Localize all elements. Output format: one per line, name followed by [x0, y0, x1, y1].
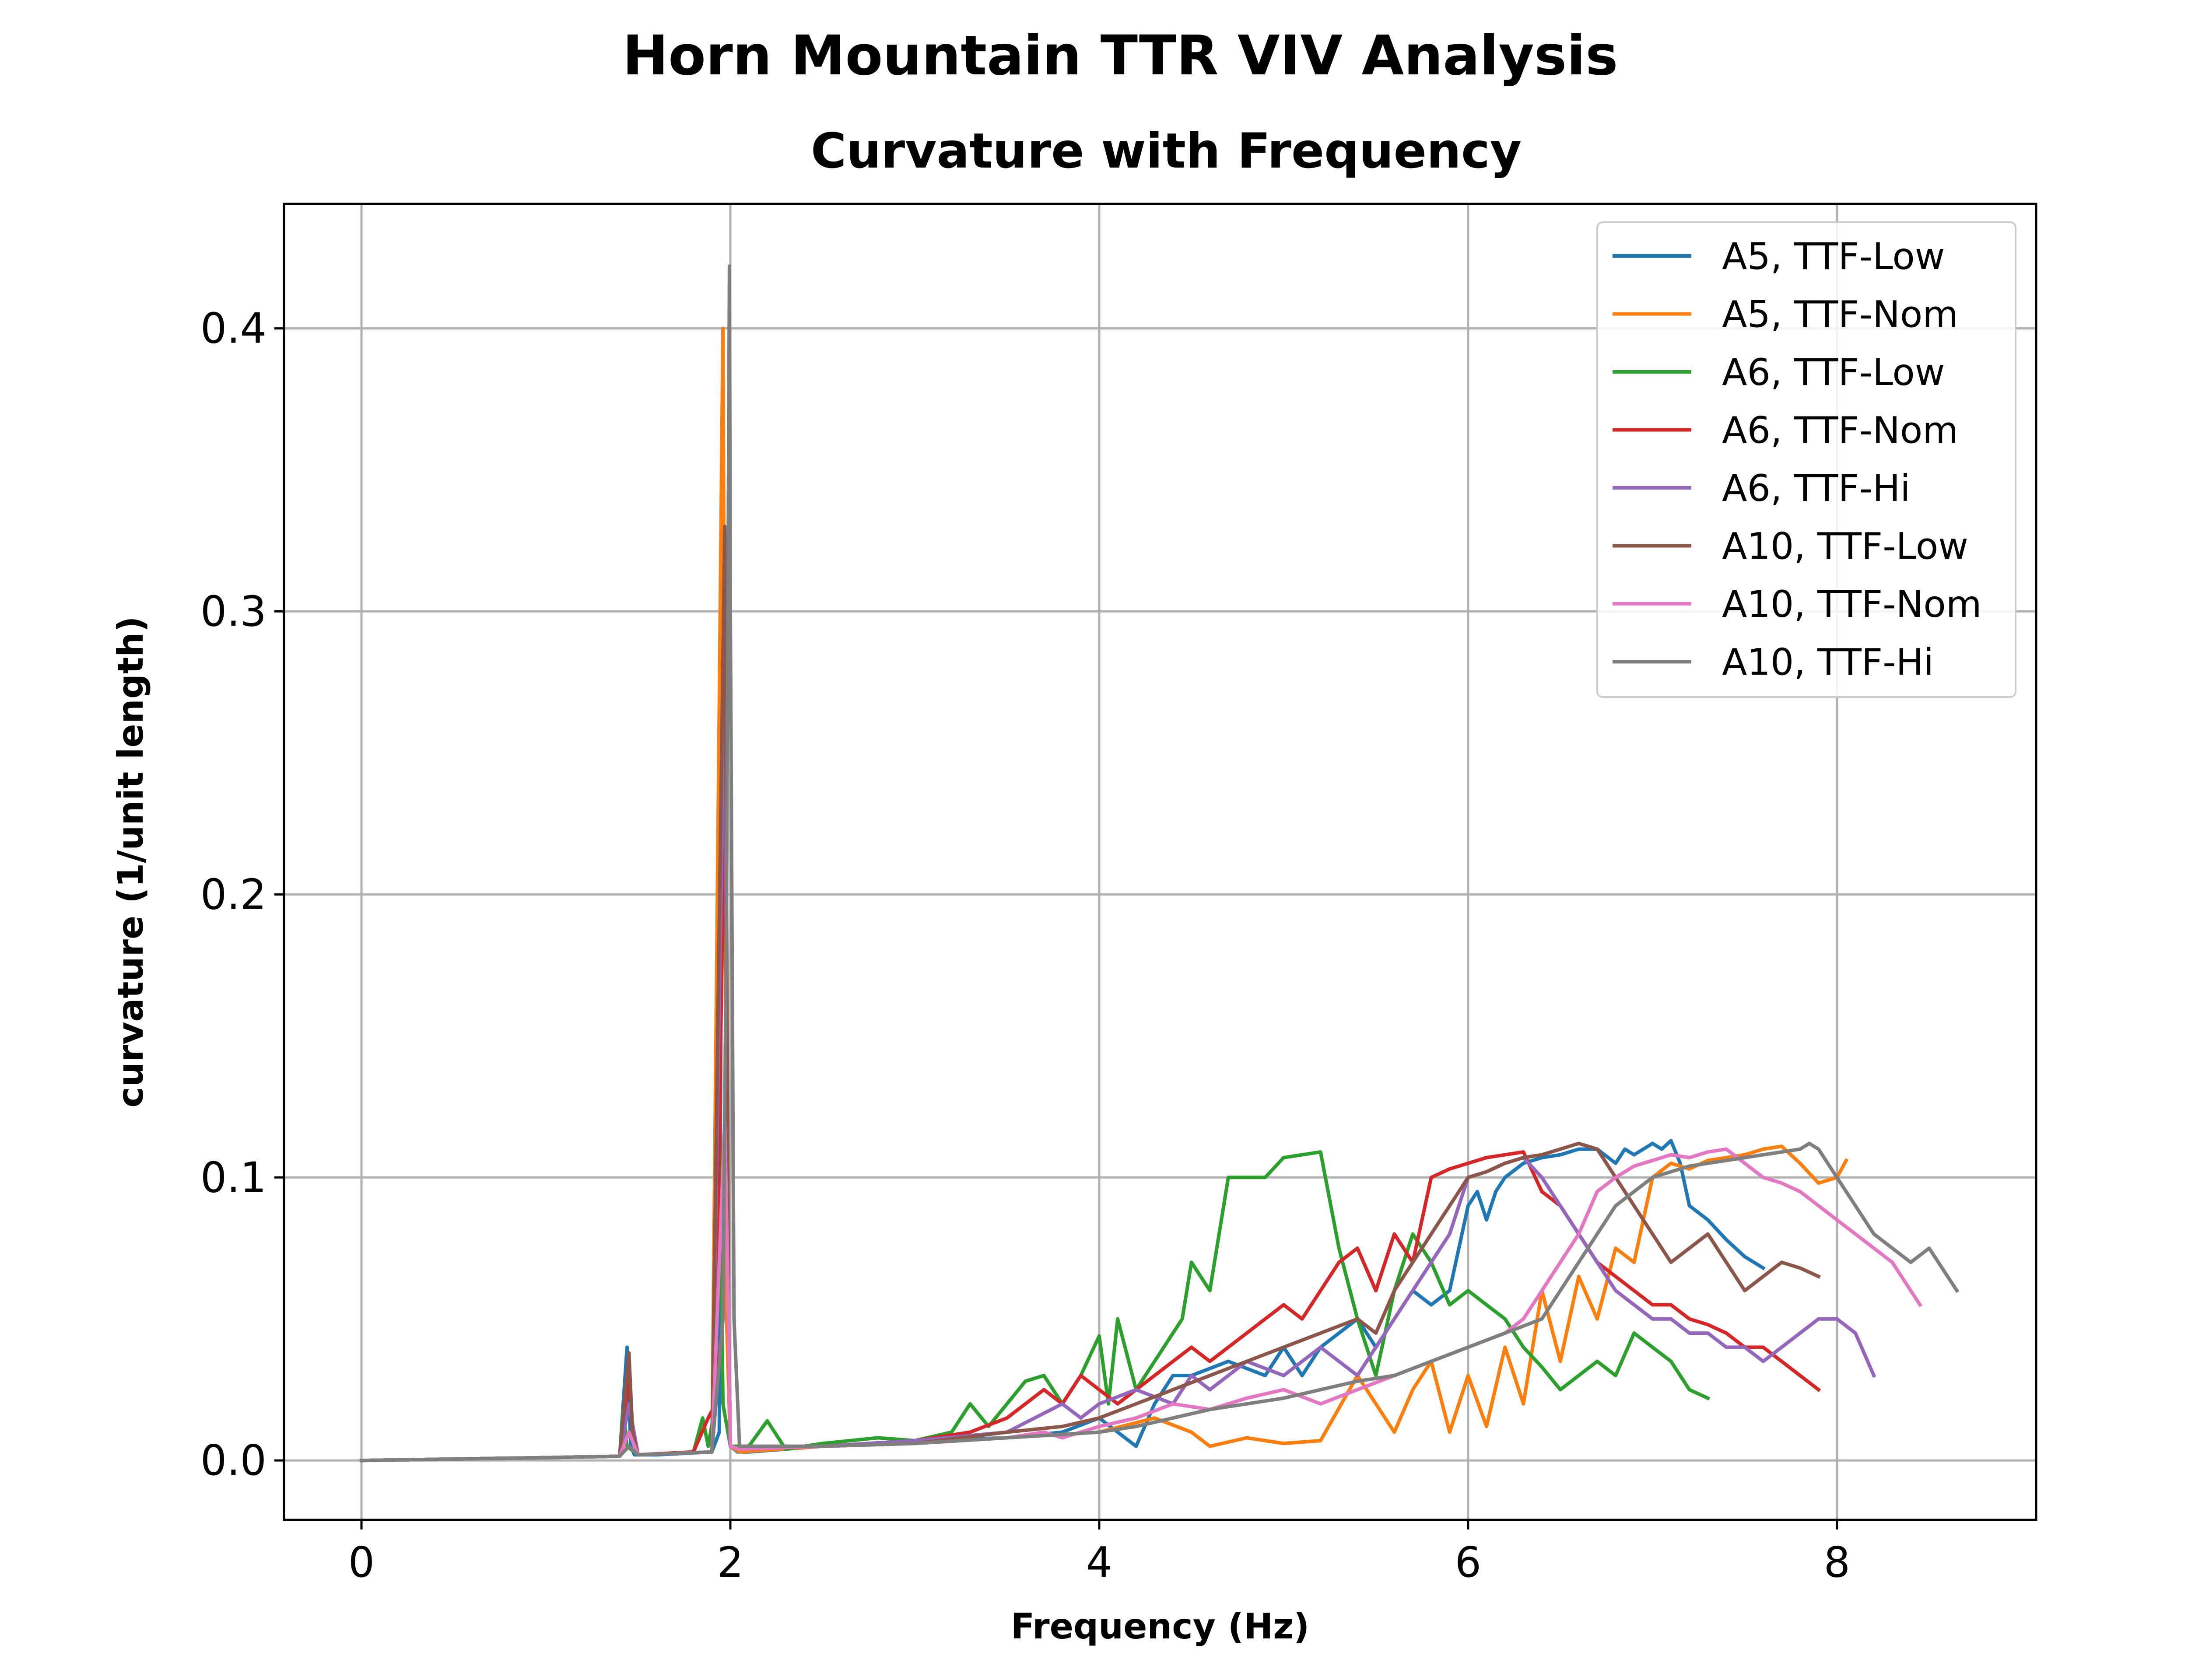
plot-series: [359, 264, 1960, 1463]
x-tick-label: 0: [348, 1539, 375, 1587]
legend-label: A6, TTF-Nom: [1722, 409, 1958, 452]
y-tick-label: 0.2: [200, 871, 266, 919]
x-tick-label: 8: [1824, 1539, 1850, 1587]
legend: A5, TTF-Low A5, TTF-Nom A6, TTF-Low A6, TTF…: [1596, 221, 2016, 698]
legend-label: A10, TTF-Low: [1722, 525, 1968, 568]
legend-label: A10, TTF-Hi: [1722, 641, 1934, 684]
x-tick-label: 6: [1455, 1539, 1481, 1587]
legend-label: A5, TTF-Nom: [1722, 293, 1958, 336]
x-tick-label: 2: [717, 1539, 743, 1587]
legend-label: A6, TTF-Hi: [1722, 467, 1911, 510]
y-axis: 0.0 0.1 0.2 0.3 0.4: [200, 305, 284, 1485]
y-tick-label: 0.4: [200, 305, 266, 353]
legend-label: A10, TTF-Nom: [1722, 583, 1982, 626]
series-line-2: [359, 326, 1849, 1463]
plot-frame: [283, 203, 2037, 1521]
x-axis: 0 2 4 6 8: [348, 1520, 1850, 1587]
chart-suptitle: Horn Mountain TTR VIV Analysis: [622, 24, 1618, 88]
y-tick-label: 0.0: [200, 1437, 266, 1485]
legend-label: A6, TTF-Low: [1722, 351, 1945, 394]
series-line-6: [359, 525, 1821, 1463]
x-axis-label: Frequency (Hz): [1011, 1606, 1310, 1647]
x-tick-label: 4: [1086, 1539, 1112, 1587]
series-line-8: [359, 264, 1960, 1463]
legend-box: [1596, 221, 2016, 698]
y-axis-label: curvature (1/unit length): [110, 616, 151, 1107]
y-tick-label: 0.1: [200, 1154, 266, 1202]
legend-label: A5, TTF-Low: [1722, 235, 1945, 278]
y-tick-label: 0.3: [200, 588, 266, 636]
chart-title: Curvature with Frequency: [811, 123, 1522, 179]
